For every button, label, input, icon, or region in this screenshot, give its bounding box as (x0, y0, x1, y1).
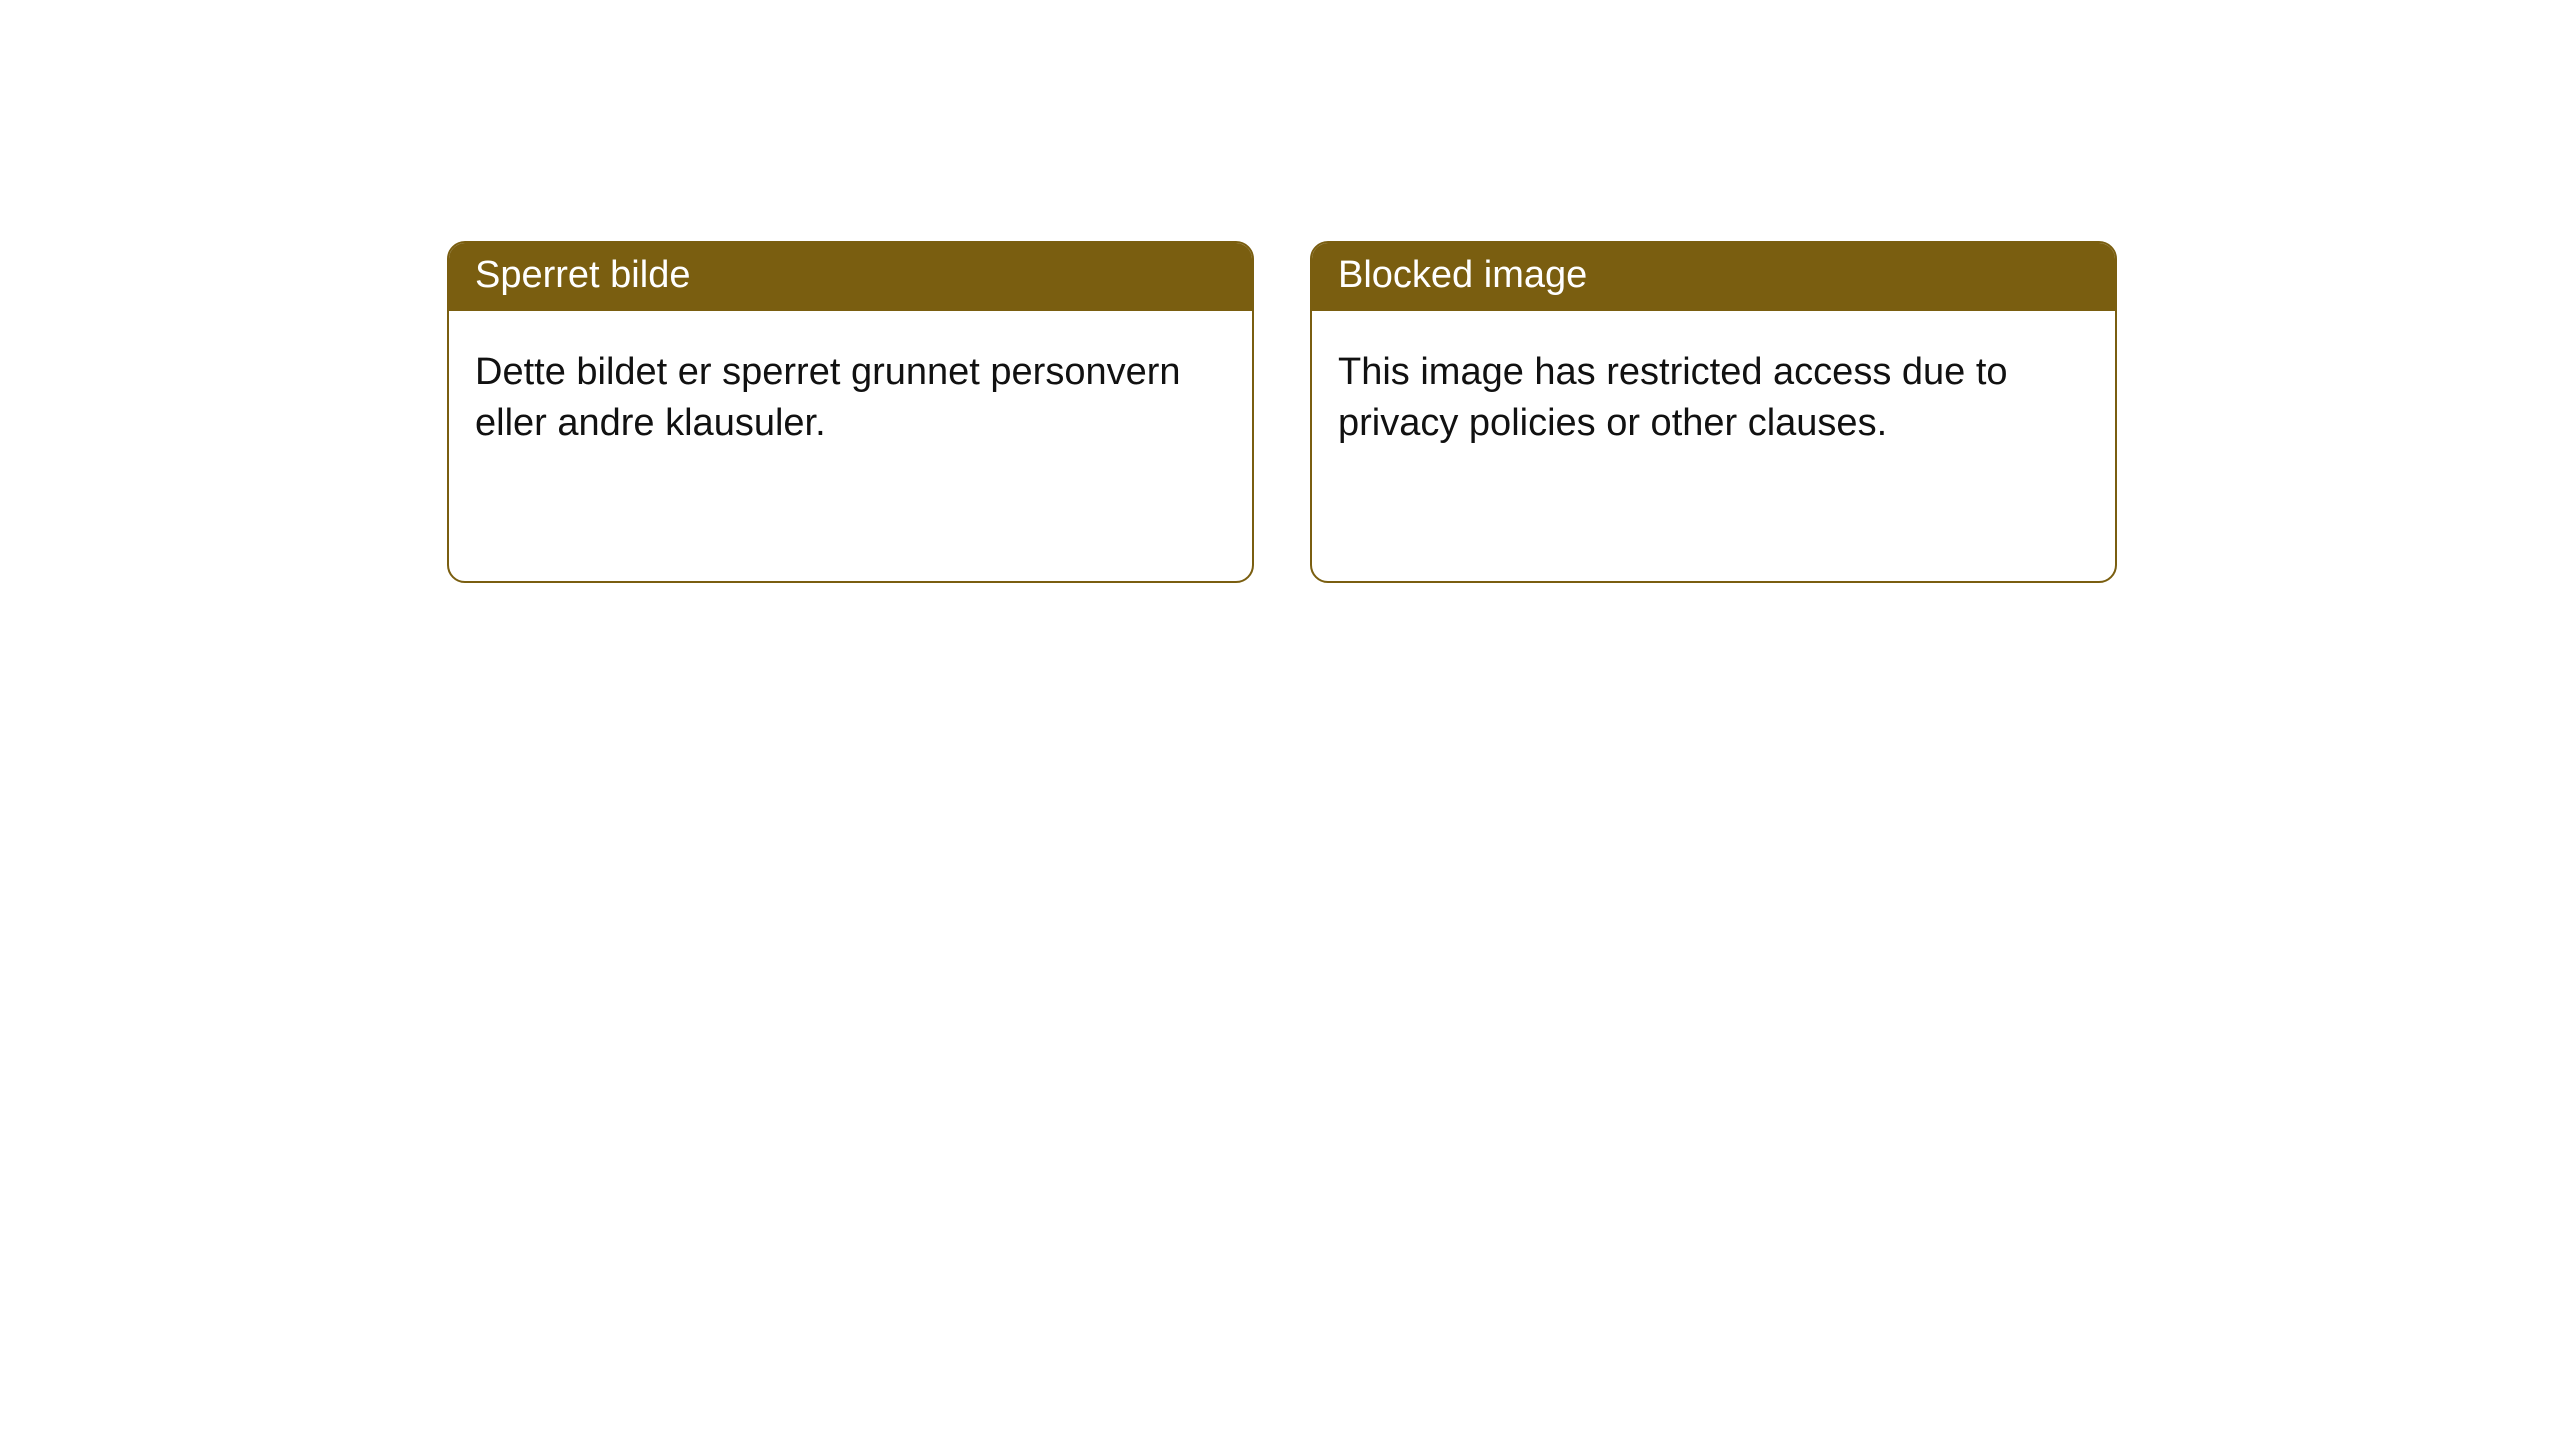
notice-header-norwegian: Sperret bilde (449, 243, 1252, 311)
notice-header-english: Blocked image (1312, 243, 2115, 311)
notice-container: Sperret bilde Dette bildet er sperret gr… (0, 0, 2560, 583)
notice-body-english: This image has restricted access due to … (1312, 311, 2115, 581)
notice-card-english: Blocked image This image has restricted … (1310, 241, 2117, 583)
notice-body-norwegian: Dette bildet er sperret grunnet personve… (449, 311, 1252, 581)
notice-card-norwegian: Sperret bilde Dette bildet er sperret gr… (447, 241, 1254, 583)
